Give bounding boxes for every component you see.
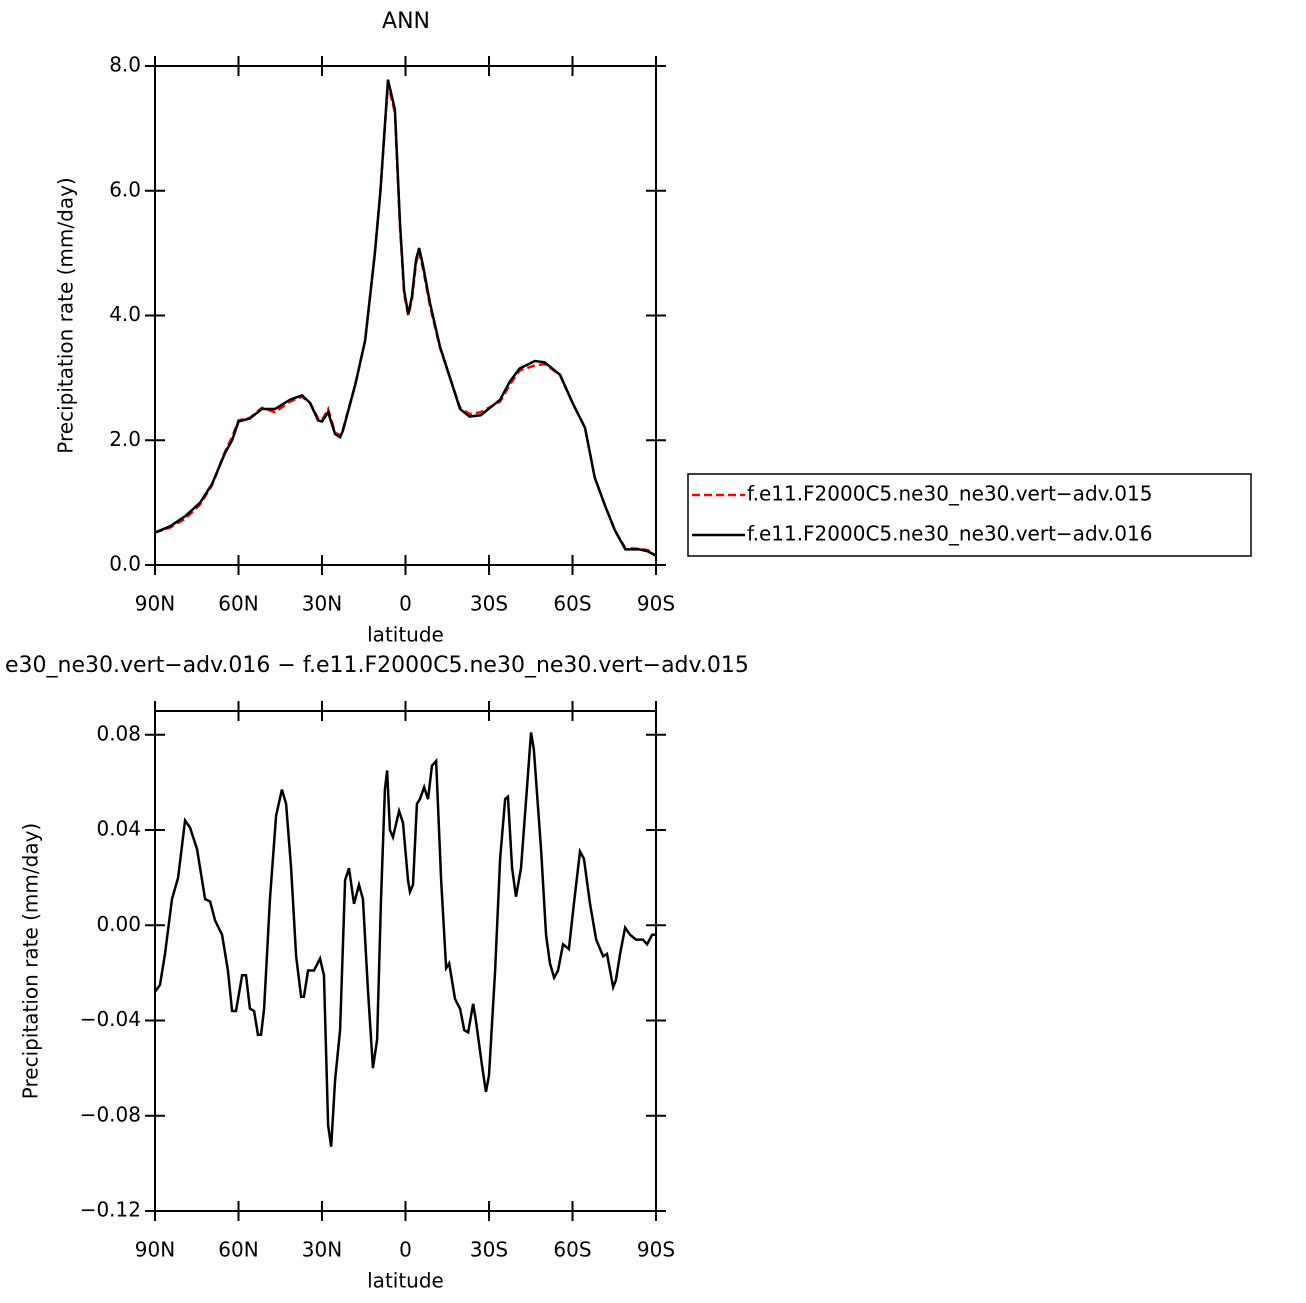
y-tick-label: 0.04 <box>96 817 141 841</box>
x-tick-label: 90S <box>637 1238 675 1262</box>
x-axis-label: latitude <box>367 623 444 647</box>
data-line <box>153 732 656 1147</box>
y-tick-label: 0.0 <box>109 552 141 576</box>
chart-title: ANN <box>382 9 430 34</box>
y-tick-label: 6.0 <box>109 177 141 201</box>
legend: f.e11.F2000C5.ne30_ne30.vert−adv.015 f.e1… <box>687 473 1252 557</box>
x-tick-label: 90S <box>637 592 675 616</box>
y-tick-label: −0.12 <box>80 1198 141 1222</box>
x-tick-label: 60N <box>218 592 258 616</box>
y-tick-label: 0.00 <box>96 912 141 936</box>
x-tick-label: 60S <box>553 1238 591 1262</box>
y-tick-label: 4.0 <box>109 302 141 326</box>
data-line <box>154 83 657 557</box>
x-tick-label: 30S <box>470 592 508 616</box>
data-line <box>154 79 657 557</box>
plot-frame <box>154 710 657 1212</box>
x-tick-label: 0 <box>399 592 412 616</box>
x-tick-label: 30N <box>302 592 342 616</box>
y-tick-label: 2.0 <box>109 427 141 451</box>
y-tick-label: −0.04 <box>80 1007 141 1031</box>
legend-label: f.e11.F2000C5.ne30_ne30.vert−adv.016 <box>747 522 1152 546</box>
y-tick-label: 0.08 <box>96 721 141 745</box>
legend-box <box>687 473 1252 557</box>
x-tick-label: 30S <box>470 1238 508 1262</box>
x-tick-label: 90N <box>135 592 175 616</box>
x-axis-label: latitude <box>367 1269 444 1293</box>
x-tick-label: 60N <box>218 1238 258 1262</box>
y-axis-label: Precipitation rate (mm/day) <box>54 177 78 453</box>
legend-label: f.e11.F2000C5.ne30_ne30.vert−adv.015 <box>747 482 1152 506</box>
plot-frame <box>154 65 657 566</box>
y-tick-label: 8.0 <box>109 53 141 77</box>
chart-title: e30_ne30.vert−adv.016 − f.e11.F2000C5.ne… <box>5 653 749 678</box>
x-tick-label: 60S <box>553 592 591 616</box>
y-axis-label: Precipitation rate (mm/day) <box>19 823 43 1099</box>
x-tick-label: 0 <box>399 1238 412 1262</box>
y-tick-label: −0.08 <box>80 1102 141 1126</box>
x-tick-label: 90N <box>135 1238 175 1262</box>
x-tick-label: 30N <box>302 1238 342 1262</box>
